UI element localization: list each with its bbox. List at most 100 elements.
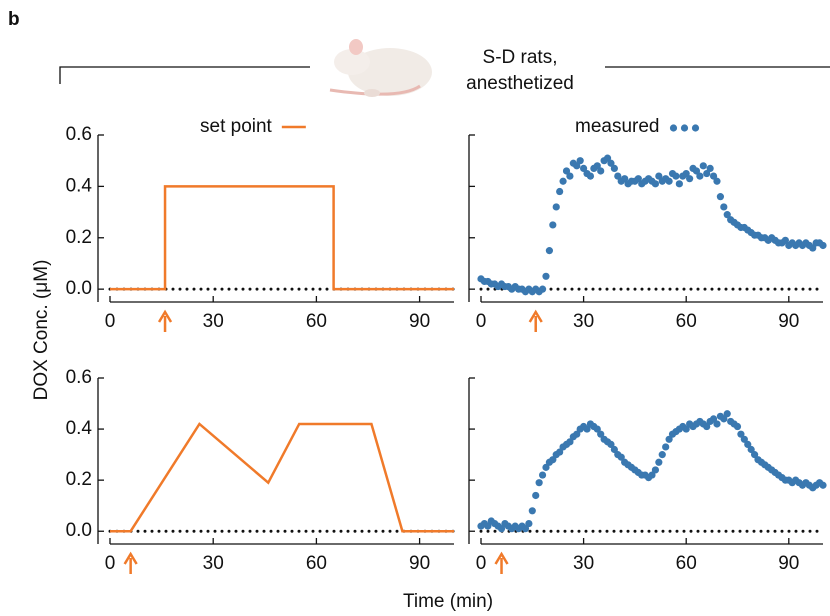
- measured-point: [781, 236, 789, 244]
- measured-point: [566, 438, 574, 446]
- measured-point: [819, 481, 827, 489]
- measured-point: [809, 244, 817, 252]
- x-tick-label: 30: [573, 553, 594, 574]
- stimulus-arrow: [123, 551, 138, 574]
- x-tick-label: 0: [105, 311, 116, 332]
- measured-point: [682, 425, 690, 433]
- x-tick-label: 60: [676, 311, 697, 332]
- measured-point: [709, 172, 718, 180]
- measured-point: [696, 172, 704, 180]
- bracket: [59, 66, 830, 84]
- measured-point: [521, 525, 530, 533]
- measured-point: [648, 471, 656, 479]
- measured-point: [634, 175, 642, 183]
- measured-point: [692, 167, 701, 175]
- x-tick-label: 90: [778, 553, 799, 574]
- x-tick-label: 0: [476, 311, 487, 332]
- measured-point: [484, 522, 492, 530]
- measured-point: [720, 203, 728, 211]
- measured-point: [720, 415, 728, 423]
- measured-point: [603, 154, 612, 162]
- measured-point: [610, 164, 618, 172]
- y-tick-label: 0.2: [66, 469, 92, 490]
- panel-label: b: [8, 9, 20, 30]
- measured-point: [559, 177, 567, 185]
- measured-point: [607, 159, 615, 167]
- measured-point: [658, 451, 666, 459]
- y-axis-label: DOX Conc. (μM): [31, 260, 52, 401]
- y-tick-label: 0.4: [66, 175, 93, 196]
- x-tick-label: 30: [573, 311, 594, 332]
- measured-point: [573, 430, 581, 438]
- measured-point: [672, 172, 680, 180]
- measured-point: [580, 164, 588, 172]
- measured-point: [576, 157, 584, 165]
- measured-point: [593, 162, 601, 170]
- x-tick-label: 60: [676, 553, 697, 574]
- measured-point: [549, 221, 557, 229]
- measured-point: [723, 410, 731, 418]
- measured-point: [706, 164, 714, 172]
- measured-point: [583, 425, 591, 433]
- measured-point: [597, 430, 605, 438]
- x-tick-label: 90: [409, 311, 430, 332]
- measured-point: [709, 415, 718, 423]
- header-line: S-D rats,: [483, 47, 558, 68]
- measured-point: [662, 443, 670, 451]
- measured-point: [723, 211, 731, 219]
- measured-point: [744, 440, 752, 448]
- legend-swatch: [691, 124, 700, 132]
- measured-point: [538, 471, 547, 479]
- y-tick-label: 0.6: [66, 124, 92, 145]
- stimulus-arrow: [157, 309, 173, 332]
- legend-label: measured: [575, 116, 660, 137]
- measured-point: [556, 187, 564, 196]
- measured-point: [545, 247, 554, 255]
- measured-point: [733, 422, 742, 431]
- x-tick-label: 0: [105, 553, 116, 574]
- x-tick-label: 30: [203, 311, 224, 332]
- y-tick-label: 0.0: [66, 520, 92, 541]
- measured-point: [538, 285, 547, 293]
- x-tick-label: 60: [306, 311, 327, 332]
- measured-point: [528, 507, 536, 515]
- measured-point: [699, 162, 707, 170]
- measured-point: [713, 420, 721, 428]
- measured-point: [703, 422, 711, 431]
- header-line: anesthetized: [466, 73, 574, 94]
- measured-point: [675, 180, 683, 188]
- y-tick-label: 0.6: [66, 367, 92, 388]
- x-tick-label: 90: [778, 311, 799, 332]
- set-point-line: [110, 422, 454, 533]
- measured-point: [593, 425, 601, 433]
- measured-point: [617, 453, 625, 461]
- measured-point: [655, 172, 663, 180]
- measured-point: [532, 491, 540, 500]
- measured-point: [542, 463, 550, 471]
- measured-point: [525, 519, 533, 528]
- measured-point: [556, 448, 564, 456]
- measured-point: [747, 445, 755, 454]
- measured-point: [682, 169, 690, 178]
- measured-point: [614, 172, 622, 180]
- measured-point: [713, 177, 721, 185]
- measured-point: [497, 525, 506, 533]
- measured-point: [607, 440, 615, 448]
- measured-point: [703, 169, 711, 178]
- measured-point: [562, 167, 571, 175]
- legend-label: set point: [200, 116, 273, 137]
- measured-point: [686, 175, 694, 183]
- legend-swatch: [680, 124, 689, 132]
- measured-point: [665, 177, 673, 185]
- measured-point: [655, 458, 663, 466]
- set-point-line: [110, 185, 454, 291]
- measured-point: [651, 180, 660, 188]
- measured-point: [573, 162, 581, 170]
- measured-point: [819, 241, 827, 250]
- measured-point: [751, 451, 759, 459]
- x-tick-label: 60: [306, 553, 327, 574]
- rat-illustration: [329, 39, 432, 97]
- y-tick-label: 0.4: [66, 418, 93, 439]
- measured-point: [549, 456, 557, 464]
